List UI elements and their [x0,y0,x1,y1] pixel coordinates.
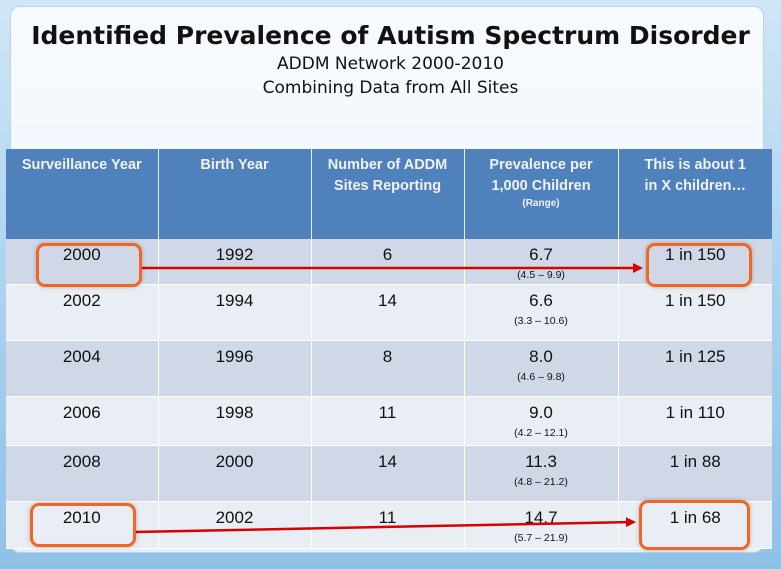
highlight-box-year-2010 [30,503,136,547]
cell-year: 2006 [6,396,159,446]
prevalence-value: 8.0 [529,346,553,366]
cell-year: 2000 [6,239,159,285]
cell-sites: 8 [311,340,465,397]
highlight-box-ratio-2000 [646,243,752,287]
cell-birth-year: 1998 [158,396,312,446]
cell-ratio: 1 in 150 [618,284,772,341]
prevalence-value: 6.6 [529,290,553,310]
col-header-range: (Range) [522,198,560,209]
cell-prevalence: 9.0 (4.2 – 12.1) [464,396,619,446]
title-block: Identified Prevalence of Autism Spectrum… [0,20,781,100]
prevalence-range: (4.2 – 12.1) [514,426,568,439]
cell-ratio: 1 in 125 [618,340,772,397]
cell-prevalence: 8.0 (4.6 – 9.8) [464,340,619,397]
cell-year: 2004 [6,340,159,397]
table-row: 2004 1996 8 8.0 (4.6 – 9.8) 1 in 125 [6,340,772,397]
table-row: 2002 1994 14 6.6 (3.3 – 10.6) 1 in 150 [6,284,772,341]
cell-ratio: 1 in 110 [618,396,772,446]
col-header-ratio: This is about 1 in X children… [618,149,772,239]
prevalence-value: 11.3 [525,451,557,471]
prevalence-table: Surveillance Year Birth Year Number of A… [6,149,772,549]
cell-sites: 14 [311,445,465,502]
cell-birth-year: 1994 [158,284,312,341]
col-header-surveillance-year: Surveillance Year [6,149,159,239]
prevalence-range: (5.7 – 21.9) [514,531,568,544]
cell-birth-year: 1996 [158,340,312,397]
col-header-sites: Number of ADDM Sites Reporting [311,149,465,239]
cell-ratio: 1 in 88 [618,445,772,502]
prevalence-value: 14.7 [524,507,558,527]
col-header-birth-year: Birth Year [158,149,312,239]
cell-sites: 11 [311,396,465,446]
table-header-row: Surveillance Year Birth Year Number of A… [6,149,772,239]
prevalence-range: (4.8 – 21.2) [514,475,568,488]
col-header-prevalence-label: Prevalence per 1,000 Children [489,157,593,194]
table-row: 2006 1998 11 9.0 (4.2 – 12.1) 1 in 110 [6,396,772,446]
subtitle-sites: Combining Data from All Sites [262,78,519,98]
cell-birth-year: 2002 [158,501,312,549]
cell-birth-year: 1992 [158,239,312,285]
cell-prevalence: 6.7 (4.5 – 9.9) [464,239,619,285]
col-header-prevalence: Prevalence per 1,000 Children (Range) [464,149,619,239]
cell-prevalence: 11.3 (4.8 – 21.2) [464,445,619,502]
highlight-box-ratio-2010 [639,500,750,550]
cell-year: 2008 [6,445,159,502]
cell-birth-year: 2000 [158,445,312,502]
prevalence-range: (4.6 – 9.8) [517,370,565,383]
highlight-arrow-2010 [133,517,636,534]
prevalence-value: 6.7 [529,245,553,264]
cell-year: 2002 [6,284,159,341]
page-title: Identified Prevalence of Autism Spectrum… [31,21,750,50]
prevalence-range: (4.5 – 9.9) [517,269,565,281]
cell-sites: 6 [311,239,465,285]
highlight-box-year-2000 [36,243,142,287]
subtitle-network: ADDM Network 2000-2010 [277,54,504,74]
prevalence-range: (3.3 – 10.6) [514,314,568,327]
cell-sites: 14 [311,284,465,341]
table-row: 2010 2002 11 14.7 (5.7 – 21.9) 1 in 68 [6,501,772,549]
cell-prevalence: 6.6 (3.3 – 10.6) [464,284,619,341]
prevalence-value: 9.0 [529,402,553,422]
table-row: 2008 2000 14 11.3 (4.8 – 21.2) 1 in 88 [6,445,772,502]
